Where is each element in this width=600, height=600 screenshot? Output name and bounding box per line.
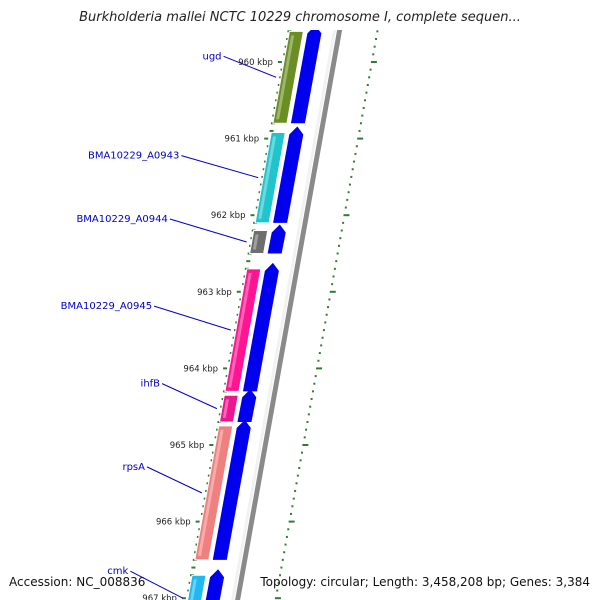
forward-arrow [267, 224, 286, 254]
topology-text: Topology: circular; Length: 3,458,208 bp… [260, 575, 590, 589]
gene-leader-line [169, 218, 247, 243]
gene-bar [249, 230, 269, 254]
gene-label: rpsA [122, 462, 145, 473]
forward-arrow [212, 419, 251, 560]
scale-tick-label: 963 kbp [197, 288, 232, 298]
scale-tick-label: 960 kbp [238, 58, 273, 68]
gene-label: BMA10229_A0945 [61, 301, 152, 312]
forward-arrow [237, 389, 257, 423]
gene-label: cmk [107, 566, 128, 577]
map-title: Burkholderia mallei NCTC 10229 chromosom… [79, 10, 521, 25]
gene-bar-highlight [190, 579, 197, 600]
gene-bar [272, 30, 304, 124]
gene-leader-line [223, 55, 277, 78]
accession-text: Accession: NC_008836 [9, 575, 146, 589]
scale-tick-label: 965 kbp [170, 441, 205, 451]
gene-label: ihfB [141, 379, 161, 390]
gene-bar [194, 425, 234, 561]
scale-tick-label: 961 kbp [225, 135, 260, 145]
gene-bar-highlight [222, 399, 230, 419]
forward-arrow [273, 126, 304, 223]
gene-bar [187, 574, 207, 600]
gene-bar [224, 268, 262, 392]
scale-tick-label: 967 kbp [142, 594, 177, 600]
gene-bar-highlight [258, 136, 277, 219]
gene-leader-line [161, 383, 218, 410]
forward-arrow [290, 30, 322, 124]
backbone-line [235, 30, 343, 600]
gene-bar [218, 394, 239, 423]
forward-arrow [242, 262, 279, 392]
gene-leader-line [153, 305, 232, 331]
gene-bar [254, 131, 286, 224]
scale-tick-label: 962 kbp [211, 211, 246, 221]
backbone-gap [231, 30, 337, 600]
gene-leader-line [181, 155, 259, 179]
forward-arrow [205, 569, 225, 600]
scale-tick-label: 966 kbp [156, 518, 191, 528]
scale-tick-label: 964 kbp [183, 364, 218, 374]
gene-label: BMA10229_A0944 [76, 214, 167, 225]
gene-label: ugd [203, 51, 222, 62]
gene-bar-highlight [276, 35, 295, 120]
gene-label: BMA10229_A0943 [88, 151, 179, 162]
gene-bar-highlight [197, 429, 224, 556]
gene-bar-highlight [252, 234, 259, 250]
gene-leader-line [130, 570, 184, 599]
gene-leader-line [146, 466, 202, 494]
gene-bar-highlight [228, 272, 252, 388]
